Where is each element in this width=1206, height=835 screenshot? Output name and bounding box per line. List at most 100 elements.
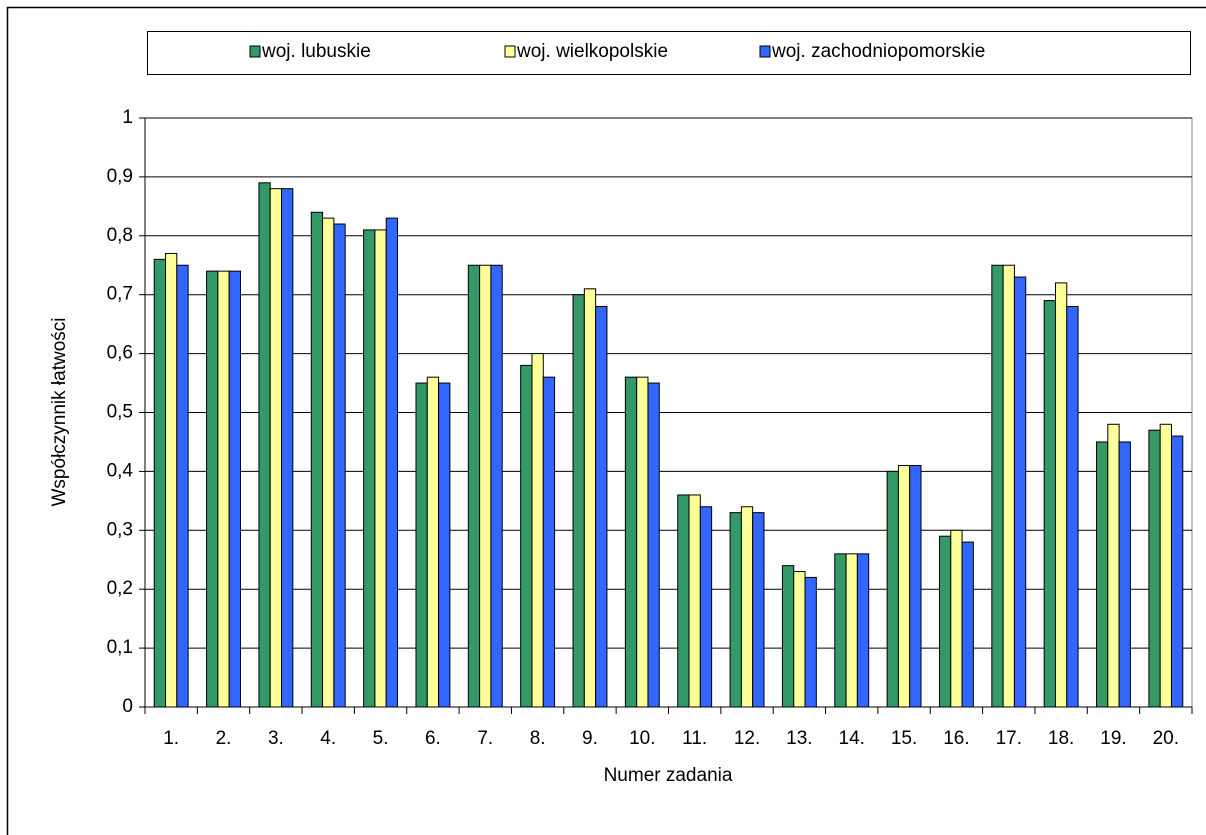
bar xyxy=(520,364,533,708)
bar xyxy=(217,270,230,708)
x-tick-label: 14. xyxy=(839,728,865,749)
x-tick-label: 8. xyxy=(530,728,546,749)
x-tick-label: 3. xyxy=(268,728,284,749)
x-tick-label: 18. xyxy=(1048,728,1074,749)
y-axis-title: Współczynnik łatwości xyxy=(49,318,70,507)
bar xyxy=(310,211,324,708)
bar xyxy=(228,270,241,708)
bar xyxy=(1013,276,1027,708)
legend-swatch xyxy=(249,45,261,58)
bar xyxy=(269,188,283,708)
bar xyxy=(595,305,608,708)
legend-swatch xyxy=(759,45,771,58)
bar xyxy=(322,217,335,708)
bar xyxy=(647,382,660,708)
bar xyxy=(1159,423,1172,708)
bar xyxy=(834,553,847,708)
y-tick-label: 0,6 xyxy=(107,343,133,364)
bar xyxy=(1107,423,1120,708)
legend-swatch xyxy=(504,45,516,58)
x-tick-label: 16. xyxy=(943,728,969,749)
bar xyxy=(1148,429,1161,708)
bar xyxy=(542,376,556,708)
bar xyxy=(886,470,899,708)
bar xyxy=(781,565,795,708)
legend-label: woj. wielkopolskie xyxy=(516,41,668,62)
bar xyxy=(991,264,1004,708)
bar xyxy=(583,288,597,708)
bar xyxy=(385,217,399,708)
y-tick-label: 0,1 xyxy=(107,637,133,658)
y-tick-label: 0,5 xyxy=(107,402,133,423)
bar xyxy=(258,182,271,708)
y-tick-label: 0 xyxy=(122,696,133,717)
x-tick-label: 5. xyxy=(373,728,389,749)
bar xyxy=(467,264,481,708)
bar xyxy=(415,382,428,708)
bar xyxy=(426,376,440,708)
x-tick-label: 12. xyxy=(734,728,760,749)
bar xyxy=(699,506,713,708)
bar xyxy=(677,494,690,708)
bar xyxy=(1054,282,1068,708)
bar xyxy=(1096,441,1109,708)
bar xyxy=(740,506,754,708)
bar xyxy=(531,353,544,708)
y-tick-label: 0,9 xyxy=(107,166,133,187)
x-tick-label: 1. xyxy=(163,728,179,749)
bar xyxy=(333,223,346,708)
bar xyxy=(479,264,492,708)
bar xyxy=(490,264,503,708)
y-tick-label: 0,2 xyxy=(107,578,133,599)
y-tick-label: 0,7 xyxy=(107,284,133,305)
y-tick-label: 0,4 xyxy=(107,460,134,481)
x-tick-label: 13. xyxy=(786,728,812,749)
bar xyxy=(845,553,858,708)
x-tick-label: 17. xyxy=(996,728,1022,749)
bar xyxy=(374,229,387,708)
bar xyxy=(1066,305,1079,708)
x-tick-label: 20. xyxy=(1153,728,1179,749)
x-tick-label: 2. xyxy=(216,728,232,749)
bar xyxy=(1170,435,1184,708)
bar xyxy=(1043,300,1056,708)
bar xyxy=(206,270,219,708)
bar xyxy=(961,541,974,708)
legend-label: woj. lubuskie xyxy=(261,41,371,62)
bar xyxy=(624,376,638,708)
x-tick-label: 11. xyxy=(682,728,707,749)
legend-label: woj. zachodniopomorskie xyxy=(771,41,985,62)
bar xyxy=(636,376,649,708)
x-tick-label: 7. xyxy=(477,728,493,749)
x-tick-label: 4. xyxy=(320,728,336,749)
bar xyxy=(950,529,963,708)
x-tick-label: 10. xyxy=(629,728,655,749)
x-tick-label: 19. xyxy=(1100,728,1126,749)
bar xyxy=(909,465,922,708)
bar xyxy=(897,465,911,708)
chart-frame xyxy=(6,6,1206,835)
bar xyxy=(1118,441,1131,708)
bar xyxy=(176,264,189,708)
bar xyxy=(752,512,765,708)
bar xyxy=(165,252,178,708)
x-tick-label: 9. xyxy=(582,728,598,749)
bar xyxy=(688,494,701,708)
bar xyxy=(1002,264,1015,708)
bar xyxy=(363,229,376,708)
bar xyxy=(572,294,585,708)
bar xyxy=(938,535,952,708)
legend-box xyxy=(147,31,1191,75)
bar xyxy=(281,188,294,708)
bar xyxy=(793,571,806,708)
bar xyxy=(438,382,451,708)
bar xyxy=(729,512,742,708)
y-tick-label: 0,8 xyxy=(107,225,133,246)
bar xyxy=(856,553,870,708)
x-axis-title: Numer zadania xyxy=(604,765,733,786)
y-tick-label: 0,3 xyxy=(107,519,133,540)
x-tick-label: 6. xyxy=(425,728,441,749)
bar xyxy=(153,258,167,708)
y-tick-label: 1 xyxy=(122,107,133,128)
